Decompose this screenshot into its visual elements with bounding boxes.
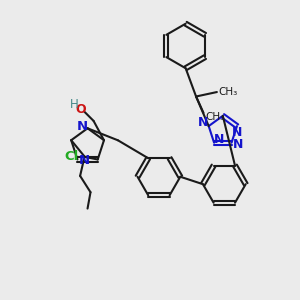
Text: CH₃: CH₃ (205, 112, 224, 122)
Text: N: N (77, 120, 88, 133)
Text: N: N (232, 126, 242, 139)
Text: N: N (78, 154, 90, 167)
Text: H: H (70, 98, 79, 111)
Text: CH₃: CH₃ (218, 87, 238, 97)
Text: Cl: Cl (64, 150, 78, 163)
Text: N: N (214, 133, 225, 146)
Text: O: O (76, 103, 86, 116)
Text: N: N (198, 116, 208, 129)
Text: N: N (233, 138, 243, 151)
